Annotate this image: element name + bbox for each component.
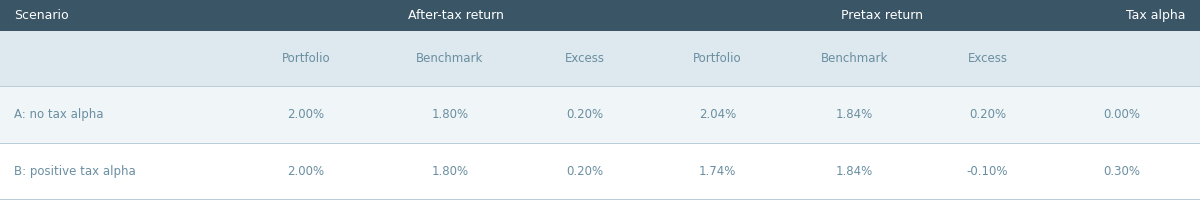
- Text: 1.84%: 1.84%: [835, 108, 874, 121]
- Bar: [0, 86, 1200, 143]
- Text: 1.74%: 1.74%: [698, 165, 737, 178]
- Text: 1.84%: 1.84%: [835, 165, 874, 178]
- Text: -0.10%: -0.10%: [967, 165, 1008, 178]
- Text: 1.80%: 1.80%: [432, 165, 468, 178]
- Bar: [0, 0, 1200, 31]
- Text: A: no tax alpha: A: no tax alpha: [14, 108, 104, 121]
- Text: Benchmark: Benchmark: [821, 52, 888, 65]
- Text: 0.00%: 0.00%: [1104, 108, 1140, 121]
- Text: After-tax return: After-tax return: [408, 9, 504, 22]
- Text: Tax alpha: Tax alpha: [1126, 9, 1186, 22]
- Text: 2.00%: 2.00%: [288, 108, 324, 121]
- Text: 2.04%: 2.04%: [698, 108, 737, 121]
- Text: 2.00%: 2.00%: [288, 165, 324, 178]
- Text: 0.30%: 0.30%: [1104, 165, 1140, 178]
- Text: Benchmark: Benchmark: [416, 52, 484, 65]
- Text: 1.80%: 1.80%: [432, 108, 468, 121]
- Text: 0.20%: 0.20%: [566, 165, 602, 178]
- Text: Scenario: Scenario: [14, 9, 70, 22]
- Bar: [0, 31, 1200, 86]
- Text: 0.20%: 0.20%: [566, 108, 602, 121]
- Bar: [0, 143, 1200, 200]
- Text: Pretax return: Pretax return: [841, 9, 923, 22]
- Text: Excess: Excess: [967, 52, 1008, 65]
- Text: B: positive tax alpha: B: positive tax alpha: [14, 165, 136, 178]
- Text: Excess: Excess: [564, 52, 605, 65]
- Text: Portfolio: Portfolio: [282, 52, 330, 65]
- Text: Portfolio: Portfolio: [694, 52, 742, 65]
- Text: 0.20%: 0.20%: [970, 108, 1006, 121]
